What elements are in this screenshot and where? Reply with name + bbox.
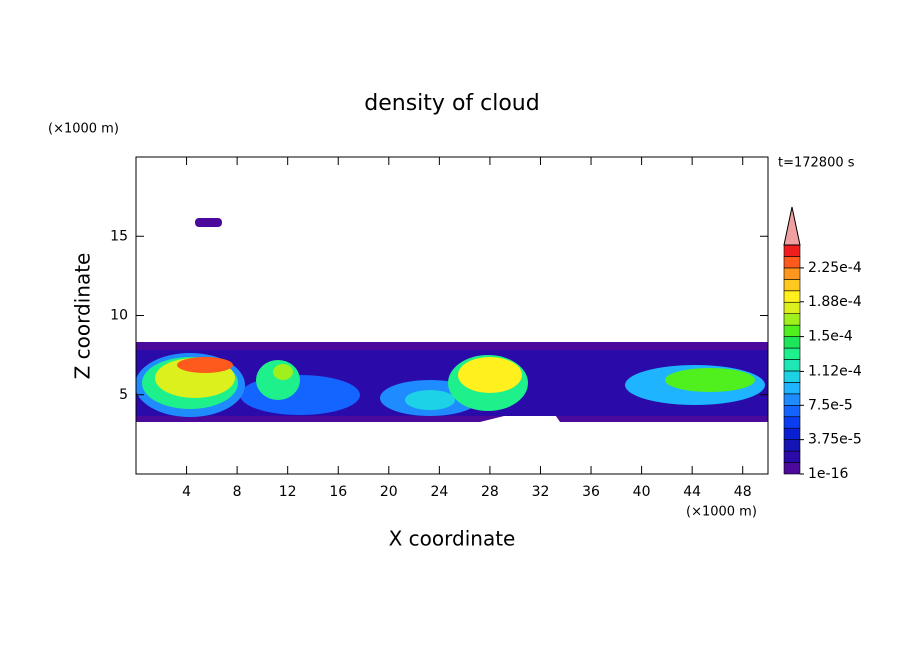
contour-band (458, 357, 522, 393)
colorbar-extend (783, 206, 801, 246)
plot-frame (135, 156, 769, 475)
x-tick-label: 40 (633, 484, 651, 500)
time-annotation: t=172800 s (778, 156, 855, 171)
y-tick-label: 15 (110, 228, 128, 244)
colorbar-tick-label: 1e-16 (808, 466, 848, 482)
colorbar-box (783, 450, 801, 463)
colorbar-box (783, 439, 801, 452)
contour-band (195, 218, 222, 227)
y-unit: (×1000 m) (48, 122, 119, 137)
contour-band (177, 357, 233, 373)
colorbar-tick-label: 1.88e-4 (808, 294, 862, 310)
colorbar-box (783, 324, 801, 337)
colorbar-box (783, 347, 801, 360)
x-unit: (×1000 m) (686, 505, 757, 520)
colorbar-box (783, 404, 801, 418)
colorbar-box (783, 416, 801, 429)
colorbar-tick-label: 1.12e-4 (808, 363, 862, 379)
colorbar-box (783, 427, 801, 440)
x-tick-label: 20 (380, 484, 398, 500)
colorbar-box (783, 462, 801, 475)
colorbar-box (783, 301, 801, 314)
y-tick-label: 5 (119, 387, 128, 403)
contour-band (665, 368, 755, 392)
chart-title: density of cloud (364, 91, 539, 116)
x-tick-label: 12 (279, 484, 297, 500)
contour-band (405, 390, 455, 410)
x-tick-label: 48 (734, 484, 752, 500)
colorbar-tick-label: 3.75e-5 (808, 432, 862, 448)
x-tick-label: 28 (481, 484, 499, 500)
colorbar-box (783, 370, 801, 383)
x-tick-label: 32 (532, 484, 550, 500)
colorbar-tick-label: 7.5e-5 (808, 397, 853, 413)
y-tick-label: 10 (110, 308, 128, 324)
colorbar-box (783, 279, 801, 292)
colorbar-box (783, 313, 801, 326)
colorbar-box (783, 382, 801, 395)
x-tick-label: 24 (430, 484, 448, 500)
colorbar-box (783, 256, 801, 269)
colorbar-box (783, 393, 801, 406)
x-tick-label: 16 (329, 484, 347, 500)
colorbar-box (783, 336, 801, 349)
colorbar-box (783, 290, 801, 303)
colorbar-box (783, 359, 801, 372)
x-tick-label: 4 (182, 484, 191, 500)
x-axis-title: X coordinate (389, 527, 516, 551)
x-tick-label: 8 (233, 484, 242, 500)
colorbar-box (783, 267, 801, 280)
y-axis-title: Z coordinate (71, 253, 95, 380)
colorbar-box (783, 244, 801, 257)
colorbar-tick-label: 1.5e-4 (808, 329, 853, 345)
x-tick-label: 36 (582, 484, 600, 500)
contour-band (273, 364, 293, 380)
colorbar-tick-label: 2.25e-4 (808, 260, 862, 276)
x-tick-label: 44 (683, 484, 701, 500)
contour-field (136, 218, 768, 422)
